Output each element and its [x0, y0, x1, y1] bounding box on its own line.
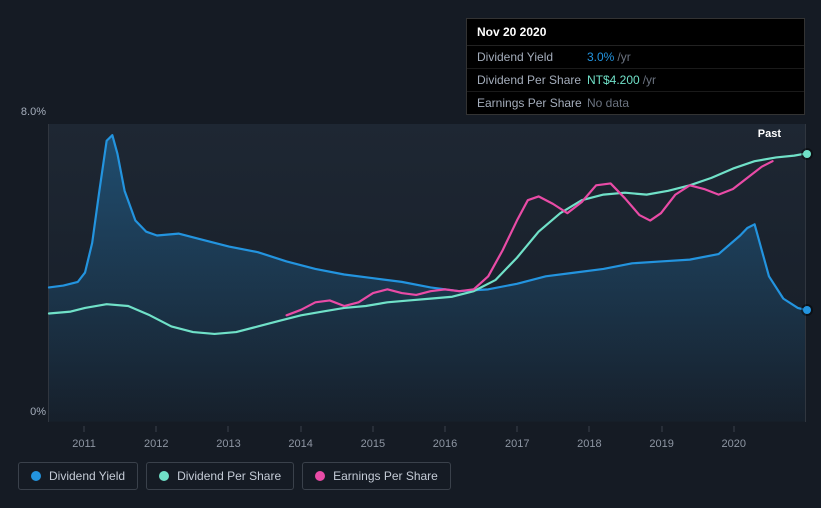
x-tick-label: 2015: [361, 438, 385, 450]
chart-container: 8.0% 0% Past 201120122013201420152016201…: [18, 106, 808, 456]
x-tick-line: [445, 426, 446, 432]
legend-swatch: [159, 471, 169, 481]
y-axis-label-min: 0%: [30, 406, 46, 418]
legend-swatch: [315, 471, 325, 481]
x-tick-line: [228, 426, 229, 432]
tooltip-date: Nov 20 2020: [467, 19, 804, 46]
x-tick-line: [156, 426, 157, 432]
tooltip-row-value: NT$4.200: [587, 73, 640, 87]
tooltip-rows: Dividend Yield3.0%/yrDividend Per ShareN…: [467, 46, 804, 114]
legend-swatch: [31, 471, 41, 481]
x-tick-line: [733, 426, 734, 432]
x-tick-label: 2018: [577, 438, 601, 450]
x-tick-line: [84, 426, 85, 432]
x-tick-line: [300, 426, 301, 432]
tooltip-row: Dividend Per ShareNT$4.200/yr: [467, 69, 804, 92]
x-tick-line: [517, 426, 518, 432]
x-tick-label: 2012: [144, 438, 168, 450]
x-axis: 2011201220132014201520162017201820192020: [48, 424, 806, 444]
tooltip-row-suffix: /yr: [617, 50, 630, 64]
chart-legend: Dividend Yield Dividend Per Share Earnings…: [18, 462, 451, 490]
legend-label: Earnings Per Share: [333, 469, 438, 483]
tooltip-row-suffix: /yr: [643, 73, 656, 87]
x-tick-label: 2019: [649, 438, 673, 450]
plot-area[interactable]: Past: [48, 124, 806, 422]
series-end-dot: [803, 306, 811, 314]
tooltip-row-value: 3.0%: [587, 50, 614, 64]
y-axis-label-max: 8.0%: [21, 106, 46, 118]
x-tick-label: 2016: [433, 438, 457, 450]
series-end-dot: [803, 150, 811, 158]
x-tick-label: 2017: [505, 438, 529, 450]
legend-label: Dividend Yield: [49, 469, 125, 483]
x-tick-label: 2014: [288, 438, 312, 450]
legend-item[interactable]: Earnings Per Share: [302, 462, 451, 490]
tooltip-row: Dividend Yield3.0%/yr: [467, 46, 804, 69]
chart-tooltip: Nov 20 2020 Dividend Yield3.0%/yrDividen…: [466, 18, 805, 115]
legend-label: Dividend Per Share: [177, 469, 281, 483]
x-tick-line: [661, 426, 662, 432]
x-tick-line: [589, 426, 590, 432]
chart-svg: [49, 124, 805, 421]
legend-item[interactable]: Dividend Yield: [18, 462, 138, 490]
x-tick-label: 2011: [72, 438, 96, 450]
x-tick-label: 2020: [722, 438, 746, 450]
legend-item[interactable]: Dividend Per Share: [146, 462, 294, 490]
tooltip-row-label: Dividend Yield: [477, 50, 587, 64]
x-tick-line: [372, 426, 373, 432]
tooltip-row-label: Dividend Per Share: [477, 73, 587, 87]
x-tick-label: 2013: [216, 438, 240, 450]
